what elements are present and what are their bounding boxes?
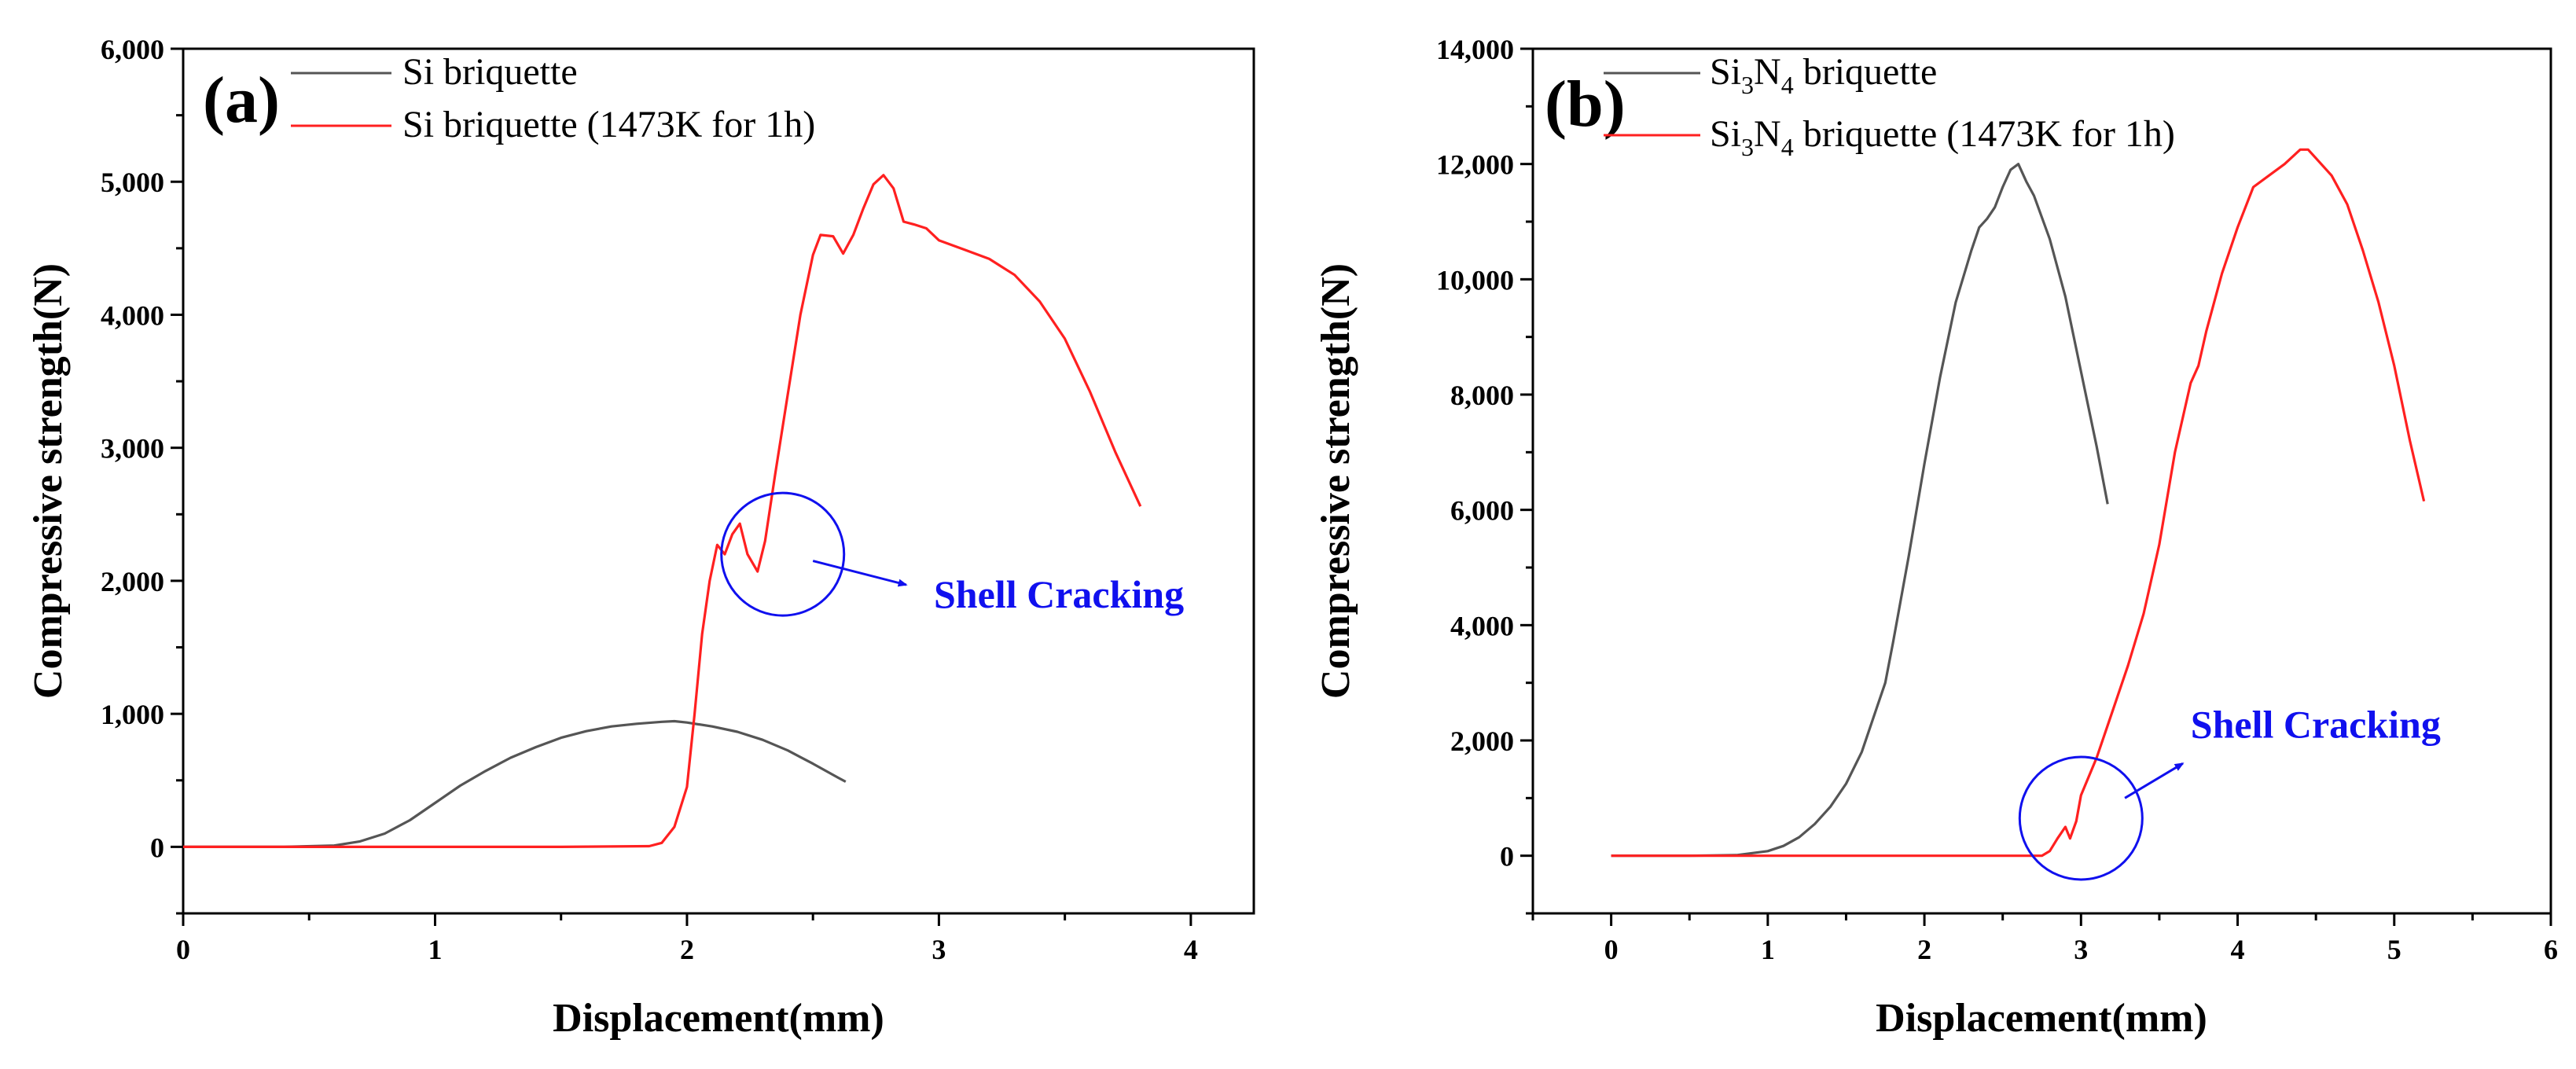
x-axis-label: Displacement(mm): [553, 996, 884, 1041]
plot-frame: [1531, 47, 2552, 915]
y-tick-label: 5,000: [101, 167, 164, 198]
y-axis-label: Compressive strength(N): [1314, 263, 1358, 699]
y-tick-label: 12,000: [1436, 149, 1514, 181]
legend: Si briquette Si briquette (1473K for 1h): [291, 51, 815, 145]
annotation-circle: [2018, 755, 2144, 881]
x-tick-label: 3: [932, 934, 946, 965]
series-lines: [183, 174, 1142, 848]
y-tick-label: 4,000: [1450, 610, 1514, 641]
series-lines: [1611, 148, 2426, 858]
x-tick-label: 5: [2387, 934, 2401, 965]
x-tick-label: 0: [1604, 934, 1619, 965]
annotation: Shell Cracking: [720, 491, 1184, 617]
x-tick-label: 4: [2231, 934, 2245, 965]
series-line-red: [1611, 148, 2426, 858]
y-tick-label: 6,000: [1450, 495, 1514, 527]
y-tick-label: 0: [150, 832, 164, 863]
series-line-gray: [183, 719, 847, 848]
series-line-red: [183, 174, 1142, 848]
y-tick-label: 2,000: [1450, 726, 1514, 757]
y-tick-label: 6,000: [101, 34, 164, 65]
y-axis-label: Compressive strength(N): [26, 263, 71, 699]
y-tick-label: 2,000: [101, 566, 164, 597]
legend-entry-si3n4-briquette-1473k: Si3N4 briquette (1473K for 1h): [1710, 113, 2175, 161]
x-tick-label: 1: [1761, 934, 1775, 965]
y-tick-label: 4,000: [101, 299, 164, 331]
panel-label: (b): [1545, 68, 1626, 141]
x-tick-label: 0: [176, 934, 190, 965]
legend: Si3N4 briquette Si3N4 briquette (1473K f…: [1604, 51, 2175, 161]
annotation: Shell Cracking: [2018, 702, 2441, 881]
series-line-gray: [1611, 163, 2109, 858]
x-tick-label: 2: [1917, 934, 1931, 965]
y-tick-label: 10,000: [1436, 264, 1514, 296]
x-tick-label: 6: [2544, 934, 2558, 965]
legend-entry-si-briquette: Si briquette: [402, 51, 578, 93]
y-tick-label: 0: [1500, 841, 1514, 872]
y-tick-label: 8,000: [1450, 380, 1514, 411]
legend-entry-si-briquette-1473k: Si briquette (1473K for 1h): [402, 104, 815, 145]
x-tick-label: 2: [680, 934, 694, 965]
y-tick-label: 3,000: [101, 433, 164, 465]
y-tick-label: 1,000: [101, 699, 164, 730]
legend-entry-si3n4-briquette: Si3N4 briquette: [1710, 51, 1937, 99]
annotation-text: Shell Cracking: [934, 572, 1184, 616]
y-ticks: 0 2,000 4,000 6,000 8,000 10,000 12,000 14,000: [1436, 34, 1533, 915]
y-tick-label: 14,000: [1436, 34, 1514, 65]
x-ticks: 0 1 2 3 4: [176, 913, 1198, 965]
annotation-arrow: [812, 560, 908, 587]
chart-panel-a: 0 1 2 3 4 0 1,000 2,000 3,000 4,000 5,000 6,000 (a…: [26, 34, 1255, 1041]
x-ticks: 0 1 2 3 4 5 6: [1531, 913, 2558, 965]
panel-label: (a): [203, 64, 280, 137]
plot-frame: [182, 47, 1255, 915]
x-axis-label: Displacement(mm): [1876, 996, 2207, 1041]
x-tick-label: 1: [428, 934, 442, 965]
annotation-arrow: [2124, 762, 2185, 799]
y-ticks: 0 1,000 2,000 3,000 4,000 5,000 6,000: [101, 34, 183, 915]
x-tick-label: 3: [2074, 934, 2088, 965]
annotation-text: Shell Cracking: [2191, 702, 2441, 746]
chart-panel-b: 0 1 2 3 4 5 6 0 2,000 4,000 6,000 8,000 10,000 12,00…: [1314, 34, 2558, 1041]
x-tick-label: 4: [1184, 934, 1198, 965]
annotation-circle: [720, 491, 846, 617]
